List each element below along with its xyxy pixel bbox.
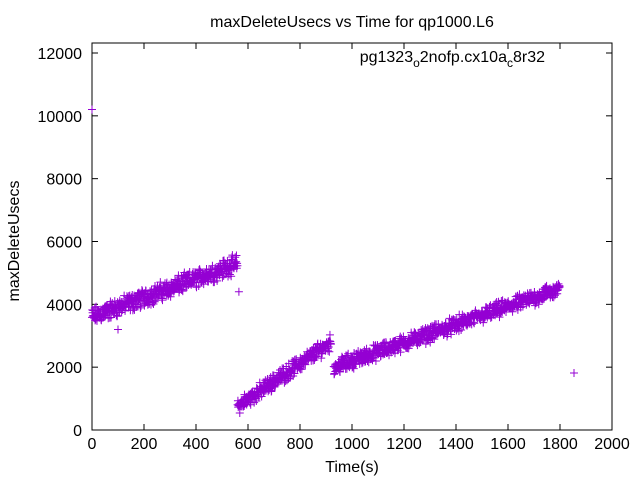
legend-marker [570, 369, 578, 377]
data-point [495, 313, 504, 322]
x-tick-label: 1000 [334, 436, 370, 453]
y-tick-label: 10000 [38, 109, 83, 126]
y-tick-label: 4000 [46, 297, 82, 314]
data-point [233, 261, 242, 270]
x-tick-label: 1600 [490, 436, 526, 453]
plot-frame [91, 42, 613, 431]
data-point [555, 283, 564, 292]
data-point [252, 397, 261, 406]
x-tick-label: 800 [287, 436, 314, 453]
data-point-outlier [114, 325, 122, 334]
data-point [447, 330, 456, 339]
data-point [257, 392, 266, 401]
data-point [324, 346, 333, 355]
data-point [232, 251, 241, 260]
data-point [371, 356, 380, 365]
y-axis-label: maxDeleteUsecs [6, 181, 23, 302]
y-tick-label: 8000 [46, 172, 82, 189]
data-point [396, 348, 405, 357]
data-point [177, 286, 186, 295]
y-tick-label: 6000 [46, 235, 82, 252]
x-tick-label: 400 [183, 436, 210, 453]
data-point [178, 287, 187, 296]
x-tick-label: 1200 [386, 436, 422, 453]
data-point [246, 400, 255, 409]
data-point [325, 347, 334, 356]
legend-label: pg1323o2nofp.cx10ac8r32 [360, 49, 545, 70]
x-axis-label: Time(s) [325, 459, 379, 476]
data-point [430, 335, 439, 344]
data-point [121, 306, 130, 315]
data-point-outlier [234, 287, 243, 296]
data-point [421, 340, 430, 349]
legend-marker-icon [570, 369, 578, 377]
data-point [457, 326, 466, 335]
x-tick-label: 0 [88, 436, 97, 453]
x-tick-label: 200 [131, 436, 158, 453]
data-point [213, 276, 222, 285]
chart-title: maxDeleteUsecs vs Time for qp1000.L6 [210, 14, 494, 31]
data-point [290, 369, 299, 378]
data-point [297, 365, 306, 374]
data-point [312, 352, 321, 361]
x-tick-label: 1800 [542, 436, 578, 453]
x-tick-label: 600 [235, 436, 262, 453]
data-point [166, 292, 175, 301]
data-point-outlier [88, 105, 96, 114]
data-point [136, 303, 145, 312]
data-point [343, 351, 352, 360]
data-point [136, 302, 145, 311]
x-tick-label: 1400 [438, 436, 474, 453]
data-point [508, 307, 517, 316]
data-point [235, 408, 244, 417]
y-tick-label: 2000 [46, 360, 82, 377]
data-point [399, 332, 408, 341]
data-point [227, 272, 236, 281]
data-point [158, 296, 167, 305]
y-tick-label: 12000 [38, 46, 83, 63]
data-point [326, 340, 335, 349]
data-point [349, 364, 358, 373]
data-point [270, 383, 279, 392]
x-tick-label: 2000 [594, 436, 630, 453]
data-point [177, 285, 186, 294]
data-point [434, 319, 443, 328]
data-point [325, 330, 334, 339]
y-tick-label: 0 [73, 423, 82, 440]
